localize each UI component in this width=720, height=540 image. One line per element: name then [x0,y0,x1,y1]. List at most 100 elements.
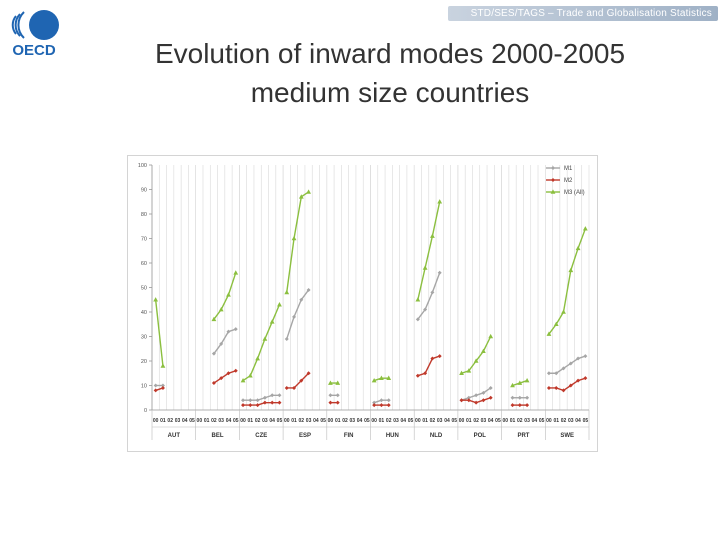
data-point-m2 [525,403,530,408]
data-point-m2 [306,371,311,376]
data-point-m3all [335,380,341,385]
country-tick-label: FIN [344,433,354,439]
year-tick-label: 03 [393,418,399,424]
data-point-m1 [160,383,165,388]
year-tick-label: 05 [233,418,239,424]
data-point-m3all [277,302,282,307]
year-tick-label: 04 [313,418,319,424]
year-tick-label: 03 [481,418,487,424]
section-banner: STD/SES/TAGS – Trade and Globalisation S… [448,6,718,21]
data-point-m2 [277,400,282,405]
data-point-m2 [248,403,253,408]
data-point-m2 [160,385,165,390]
data-point-m1 [430,290,435,295]
data-point-m3all [415,297,421,302]
series-line-m1 [286,289,310,340]
data-point-m3all [240,378,246,383]
year-tick-label: 01 [422,418,428,424]
year-tick-label: 03 [437,418,443,424]
data-point-m3all [153,297,159,302]
data-point-m1 [517,395,522,400]
year-tick-label: 03 [306,418,312,424]
data-point-m3all [553,321,559,327]
data-point-m2 [328,400,333,405]
year-tick-label: 05 [277,418,283,424]
year-tick-label: 03 [350,418,356,424]
y-tick-label: 0 [144,408,147,414]
data-point-m2 [568,383,573,388]
data-point-m1 [335,393,340,398]
data-point-m2 [466,398,471,403]
data-point-m2 [284,385,289,390]
data-point-m2 [551,178,555,182]
year-tick-label: 03 [262,418,268,424]
country-tick-label: AUT [168,433,181,439]
data-point-m1 [583,354,588,359]
year-tick-label: 03 [175,418,181,424]
data-point-m1 [437,270,442,275]
data-point-m2 [226,371,231,376]
year-tick-label: 04 [269,418,275,424]
data-point-m1 [488,385,493,390]
year-tick-label: 05 [495,418,501,424]
country-tick-label: NLD [430,433,443,439]
data-point-m2 [510,403,515,408]
year-tick-label: 04 [488,418,494,424]
data-point-m2 [241,403,246,408]
year-tick-label: 02 [167,418,173,424]
year-tick-label: 05 [451,418,457,424]
data-point-m3all [233,270,239,275]
data-point-m3all [291,235,297,241]
data-point-m3all [473,358,479,363]
data-point-m3all [561,309,566,314]
country-tick-label: HUN [386,433,399,439]
data-point-m2 [583,376,588,381]
data-point-m1 [284,336,289,341]
data-point-m3all [284,289,290,295]
data-point-m2 [270,400,275,405]
title-line-1: Evolution of inward modes 2000-2005 [154,38,626,69]
data-point-m3all [328,380,333,385]
year-tick-label: 02 [211,418,217,424]
data-point-m1 [568,361,573,366]
country-tick-label: SWE [560,433,574,439]
year-tick-label: 00 [371,418,377,424]
chart-container: 0 10 20 30 40 50 60 70 80 90 100 00 01 02 03 04 05 AUT 00 0… [127,155,598,452]
data-point-m2 [386,403,391,408]
country-tick-label: BEL [212,433,224,439]
year-tick-label: 04 [357,418,363,424]
year-tick-label: 02 [342,418,348,424]
legend-label: M1 [564,166,573,172]
data-point-m2 [372,403,377,408]
data-point-m1 [270,393,275,398]
data-point-m2 [430,356,435,361]
data-point-m1 [219,341,224,346]
year-tick-label: 05 [408,418,414,424]
data-point-m1 [328,393,333,398]
year-tick-label: 01 [291,418,297,424]
data-point-m2 [153,388,158,393]
data-point-m1 [561,366,566,371]
data-point-m1 [233,327,238,332]
year-tick-label: 00 [284,418,290,424]
country-tick-label: POL [474,433,487,439]
data-point-m3all [437,199,443,204]
year-tick-label: 02 [255,418,261,424]
data-point-m3all [510,382,515,388]
y-tick-label: 50 [141,286,147,292]
data-point-m1 [248,398,253,403]
data-point-m1 [466,395,471,400]
y-tick-label: 60 [141,261,147,267]
year-tick-label: 05 [189,418,195,424]
logo-text: OECD [12,42,56,58]
year-tick-label: 01 [335,418,341,424]
y-tick-label: 90 [141,188,147,194]
year-tick-label: 04 [444,418,450,424]
data-point-m2 [423,371,428,376]
series-line-m1 [417,272,441,320]
data-point-m3all [262,336,268,341]
data-point-m2 [415,373,420,378]
data-point-m3all [422,265,428,270]
data-point-m2 [437,354,442,359]
data-point-m1 [211,351,216,356]
